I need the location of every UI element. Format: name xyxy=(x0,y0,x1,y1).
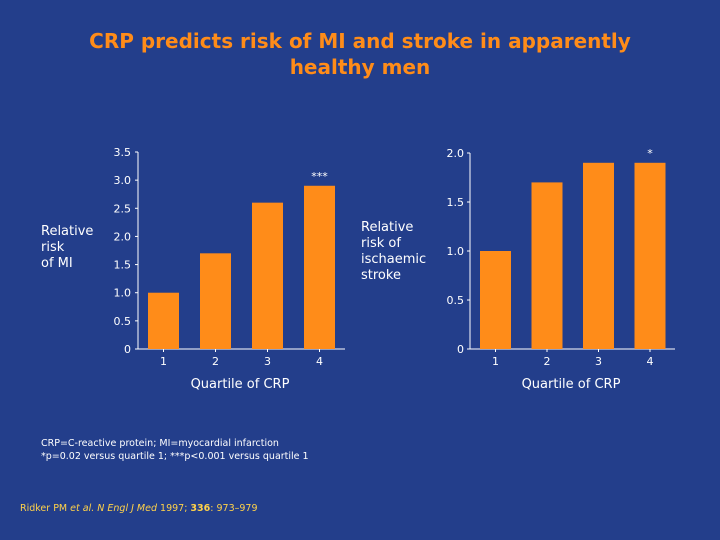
mi-chart-y-tick-label: 3.5 xyxy=(114,146,132,159)
stroke-chart-x-tick-label: 4 xyxy=(647,355,654,368)
mi-chart-ylabel-line-1: Relative xyxy=(41,224,94,239)
stroke-chart-x-tick-label: 1 xyxy=(492,355,499,368)
stroke-chart-y-tick-label: 2.0 xyxy=(447,147,465,160)
citation-year: 1997; xyxy=(157,503,191,514)
mi-chart-ylabel-line-2: risk xyxy=(41,240,65,255)
stroke-chart-ylabel-line-4: stroke xyxy=(361,268,401,283)
footnote-line-2: *p=0.02 versus quartile 1; ***p<0.001 ve… xyxy=(41,451,309,462)
mi-chart-bar xyxy=(304,185,335,349)
mi-chart-bar xyxy=(252,202,283,349)
slide-title-line-2: healthy men xyxy=(289,55,431,79)
mi-chart-x-tick-label: 4 xyxy=(316,355,323,368)
citation-volume: 336 xyxy=(190,503,211,514)
stroke-chart-x-tick-label: 3 xyxy=(595,355,602,368)
mi-chart-x-tick-label: 3 xyxy=(264,355,271,368)
stroke-chart-significance-label: * xyxy=(647,147,653,160)
stroke-chart-y-tick-label: 0 xyxy=(457,343,464,356)
slide-title: CRP predicts risk of MI and stroke in ap… xyxy=(0,28,720,80)
footnote: CRP=C-reactive protein; MI=myocardial in… xyxy=(41,437,309,463)
stroke-chart-ylabel: Relative risk of ischaemic stroke xyxy=(361,220,426,284)
mi-chart-y-tick-label: 2.5 xyxy=(114,202,132,215)
mi-chart-y-tick-label: 0 xyxy=(124,343,131,356)
citation-pages: : 973–979 xyxy=(210,503,258,514)
stroke-chart-bar xyxy=(583,162,614,349)
mi-chart-significance-label: *** xyxy=(311,170,328,183)
mi-chart-ylabel-line-3: of MI xyxy=(41,256,73,271)
citation-authors: Ridker PM xyxy=(20,503,71,514)
stroke-chart-xlabel: Quartile of CRP xyxy=(521,377,621,392)
citation-etal: et al. xyxy=(70,503,95,514)
stroke-chart-y-tick-label: 1.5 xyxy=(447,196,465,209)
citation-journal: N Engl J Med xyxy=(97,503,157,514)
stroke-chart-x-tick-label: 2 xyxy=(544,355,551,368)
mi-chart-x-tick-label: 2 xyxy=(212,355,219,368)
mi-chart-bar xyxy=(200,253,231,349)
mi-chart-y-tick-label: 3.0 xyxy=(114,174,132,187)
mi-chart-ylabel: Relative risk of MI xyxy=(41,224,93,272)
citation: Ridker PM et al. N Engl J Med 1997; 336:… xyxy=(20,503,258,514)
mi-chart-y-tick-label: 0.5 xyxy=(114,315,132,328)
stroke-chart-bar xyxy=(531,182,563,349)
mi-chart-bar xyxy=(148,292,179,349)
stroke-chart-bar xyxy=(480,251,511,349)
stroke-chart-ylabel-line-1: Relative xyxy=(361,220,414,235)
mi-chart-x-tick-label: 1 xyxy=(160,355,167,368)
stroke-chart-y-tick-label: 1.0 xyxy=(447,245,465,258)
stroke-chart-ylabel-line-2: risk of xyxy=(361,236,401,251)
stroke-chart-y-tick-label: 0.5 xyxy=(447,294,465,307)
mi-chart-xlabel: Quartile of CRP xyxy=(190,377,290,392)
mi-chart-y-tick-label: 1.5 xyxy=(114,259,132,272)
stroke-chart-bar xyxy=(634,162,666,349)
slide-title-line-1: CRP predicts risk of MI and stroke in ap… xyxy=(89,29,631,53)
mi-chart-y-tick-label: 2.0 xyxy=(114,230,132,243)
footnote-line-1: CRP=C-reactive protein; MI=myocardial in… xyxy=(41,438,279,449)
stroke-chart-ylabel-line-3: ischaemic xyxy=(361,252,427,267)
mi-chart-y-tick-label: 1.0 xyxy=(114,287,132,300)
